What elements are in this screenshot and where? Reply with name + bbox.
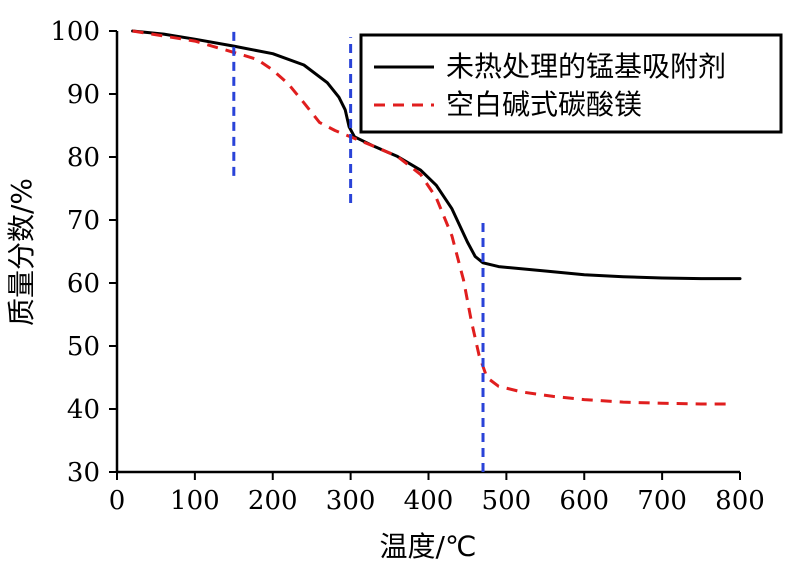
x-tick-label: 400 [404, 486, 454, 516]
y-tick-label: 70 [67, 206, 100, 236]
legend: 未热处理的锰基吸附剂 空白碱式碳酸镁 [359, 33, 783, 134]
y-tick-label: 40 [67, 395, 100, 425]
y-axis-title: 质量分数/% [5, 178, 38, 326]
x-tick-label: 500 [482, 486, 532, 516]
legend-box [359, 33, 783, 134]
series-line-2 [132, 29, 733, 406]
x-tick-label: 700 [637, 486, 687, 516]
x-tick-label: 200 [248, 486, 298, 516]
legend-label-series-1: 未热处理的锰基吸附剂 [446, 50, 726, 83]
x-axis-title: 温度/℃ [380, 530, 477, 563]
y-tick-label: 30 [67, 458, 100, 488]
x-tick-label: 0 [109, 486, 126, 516]
series-line-1 [131, 29, 742, 281]
annotation-layer [232, 31, 485, 472]
x-tick-label: 600 [559, 486, 609, 516]
legend-label-series-2: 空白碱式碳酸镁 [446, 88, 642, 121]
y-axis: 30 40 50 60 70 80 90 100 [50, 17, 119, 488]
x-tick-label: 800 [715, 486, 765, 516]
y-tick-label: 90 [67, 80, 100, 110]
series-layer [131, 29, 742, 406]
x-tick-label: 100 [170, 486, 220, 516]
y-tick-label: 50 [67, 332, 100, 362]
y-tick-label: 80 [67, 143, 100, 173]
x-tick-label: 300 [326, 486, 376, 516]
x-axis: 0 100 200 300 400 500 600 700 800 [109, 470, 765, 516]
y-tick-label: 100 [50, 17, 100, 47]
y-tick-label: 60 [67, 269, 100, 299]
